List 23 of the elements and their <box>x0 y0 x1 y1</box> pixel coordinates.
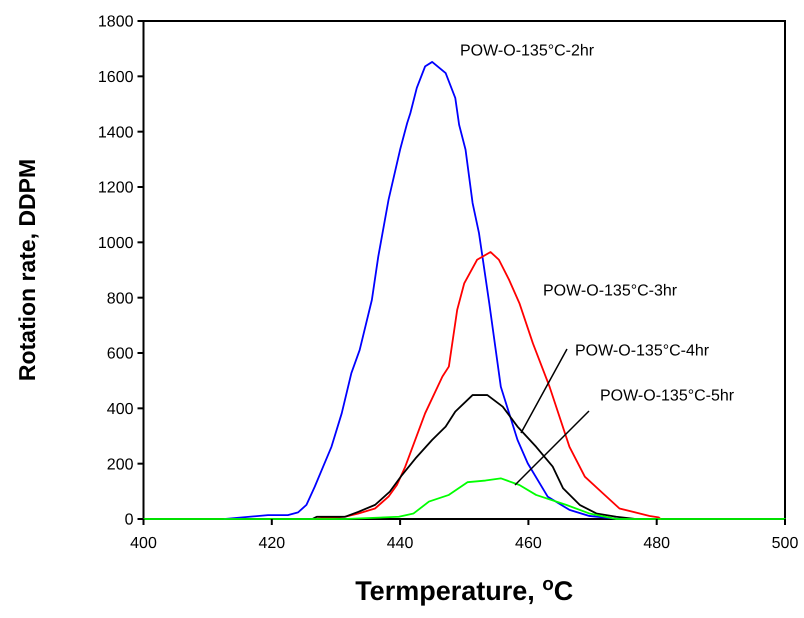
text: POW-O-135°C-5hr <box>600 388 735 405</box>
line-series <box>142 477 786 520</box>
x-tick-label: 420 <box>258 535 286 552</box>
y-tick-label: 0 <box>124 512 134 529</box>
x-tick-label: 500 <box>772 535 798 552</box>
x-tick-label: 460 <box>515 535 542 552</box>
y-tick-label: 400 <box>106 400 134 418</box>
y-axis-title: Rotation rate, DDPM <box>14 158 40 382</box>
x-tick-label: 480 <box>643 535 670 552</box>
x-axis-title: Termperature, $^{o}$C <box>355 574 574 606</box>
x-tick-label: 400 <box>130 535 157 552</box>
y-tick-label: 1800 <box>98 14 134 31</box>
y-tick-label: 1000 <box>98 234 134 252</box>
text: POW-O-135°C-4hr <box>575 342 710 360</box>
y-tick-label: 800 <box>106 290 134 308</box>
y-tick-label: 1200 <box>98 180 134 197</box>
y-tick-label: 1600 <box>98 68 134 86</box>
x-tick-label: 440 <box>386 535 414 552</box>
series-label: POW-O-135°C-3hr <box>543 282 678 300</box>
y-tick-label: 1400 <box>98 124 134 142</box>
y-tick-label: 200 <box>106 456 134 474</box>
y-tick-label: 600 <box>106 346 134 363</box>
series-label: POW-O-135°C-2hr <box>460 42 595 60</box>
